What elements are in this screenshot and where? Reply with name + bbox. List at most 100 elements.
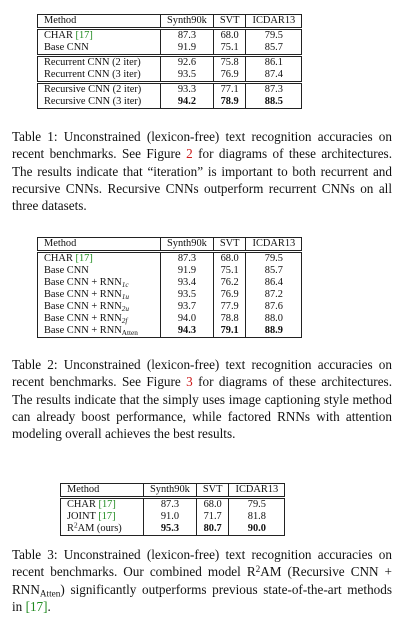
icdar13-cell: 85.7 — [245, 42, 303, 56]
method-text: R — [67, 523, 74, 534]
table-2: Method Synth90k SVT ICDAR13 CHAR [17] 87… — [37, 237, 303, 338]
method-text: Base CNN + RNN — [44, 289, 122, 300]
method-cell: Base CNN + RNNAtten — [37, 325, 161, 338]
caption-text: . — [47, 598, 51, 614]
citation-link[interactable]: [17] — [75, 253, 93, 264]
synth90k-cell: 94.2 — [160, 96, 214, 109]
method-subscript: 1u — [121, 292, 129, 301]
method-text: Base CNN + RNN — [44, 325, 122, 336]
table-row: Recursive CNN (2 iter) 93.3 77.1 87.3 — [37, 81, 303, 96]
synth90k-cell: 91.9 — [160, 265, 214, 277]
col-header-icdar13: ICDAR13 — [245, 14, 303, 29]
table-header-row: Method Synth90k SVT ICDAR13 — [37, 14, 303, 29]
icdar13-cell: 85.7 — [245, 265, 303, 277]
method-subscript: 2f — [121, 316, 128, 325]
caption-superscript: 2 — [255, 564, 261, 575]
synth90k-cell: 93.5 — [160, 289, 214, 301]
synth90k-cell: 94.3 — [160, 325, 214, 338]
method-cell: JOINT [17] — [60, 511, 144, 523]
table-2-caption: Table 2: Unconstrained (lexicon-free) te… — [12, 356, 392, 442]
table-row: CHAR [17] 87.3 68.0 79.5 — [60, 496, 286, 511]
caption-text: for diagrams of these architectures. The… — [12, 374, 392, 442]
table-row: Base CNN 91.9 75.1 85.7 — [37, 42, 303, 56]
table-row: CHAR [17] 87.3 68.0 79.5 — [37, 27, 303, 42]
col-header-icdar13: ICDAR13 — [228, 483, 286, 498]
synth90k-cell: 93.3 — [160, 81, 214, 96]
svt-cell: 78.9 — [212, 96, 246, 109]
figure-link[interactable]: 2 — [186, 146, 193, 162]
table-row: Base CNN + RNN1c 93.4 76.2 86.4 — [37, 277, 303, 289]
synth90k-cell: 87.3 — [143, 496, 197, 511]
table-row: Base CNN + RNN2u 93.7 77.9 87.6 — [37, 301, 303, 313]
icdar13-cell: 87.3 — [245, 81, 303, 96]
table-row: Base CNN + RNNAtten 94.3 79.1 88.9 — [37, 325, 303, 338]
col-header-synth90k: Synth90k — [143, 483, 197, 498]
col-header-svt: SVT — [212, 237, 246, 252]
table-row: Base CNN + RNN1u 93.5 76.9 87.2 — [37, 289, 303, 301]
synth90k-cell: 93.5 — [160, 69, 214, 83]
col-header-svt: SVT — [212, 14, 246, 29]
table-3-caption: Table 3: Unconstrained (lexicon-free) te… — [12, 546, 392, 615]
figure-link[interactable]: 3 — [186, 374, 193, 390]
col-header-method: Method — [37, 14, 161, 29]
method-cell: Recurrent CNN (3 iter) — [37, 69, 161, 83]
method-cell: Recursive CNN (2 iter) — [37, 81, 161, 96]
synth90k-cell: 93.4 — [160, 277, 214, 289]
svt-cell: 77.9 — [212, 301, 246, 313]
svt-cell: 76.9 — [212, 69, 246, 83]
synth90k-cell: 87.3 — [160, 27, 214, 42]
caption-text: Table 2: Unconstrained (lexicon-free) te… — [12, 357, 392, 390]
method-text: CHAR — [67, 499, 96, 510]
method-text: CHAR — [44, 30, 73, 41]
method-cell: Base CNN + RNN1u — [37, 289, 161, 301]
icdar13-cell: 87.4 — [245, 69, 303, 83]
icdar13-cell: 88.9 — [245, 325, 303, 338]
col-header-svt: SVT — [195, 483, 229, 498]
method-subscript: 2u — [121, 304, 129, 313]
svt-cell: 68.0 — [195, 496, 229, 511]
citation-link[interactable]: [17] — [98, 511, 116, 522]
method-cell: Base CNN + RNN2f — [37, 313, 161, 325]
icdar13-cell: 90.0 — [228, 523, 286, 536]
svt-cell: 75.1 — [212, 265, 246, 277]
method-cell: CHAR [17] — [37, 250, 161, 265]
synth90k-cell: 87.3 — [160, 250, 214, 265]
table-row: Recursive CNN (3 iter) 94.2 78.9 88.5 — [37, 96, 303, 109]
svt-cell: 77.1 — [212, 81, 246, 96]
method-subscript: 1c — [121, 280, 129, 289]
synth90k-cell: 93.7 — [160, 301, 214, 313]
citation-link[interactable]: [17] — [98, 499, 116, 510]
table-row: Base CNN 91.9 75.1 85.7 — [37, 265, 303, 277]
caption-text: AM (Recursive CNN + RNN — [12, 564, 392, 597]
table-row: R2AM (ours) 95.3 80.7 90.0 — [60, 521, 286, 536]
svt-cell: 71.7 — [195, 511, 229, 523]
method-text: Base CNN + RNN — [44, 313, 122, 324]
svt-cell: 68.0 — [212, 27, 246, 42]
synth90k-cell: 92.6 — [160, 54, 214, 69]
table-row: JOINT [17] 91.0 71.7 81.8 — [60, 511, 286, 523]
icdar13-cell: 86.4 — [245, 277, 303, 289]
col-header-synth90k: Synth90k — [160, 14, 214, 29]
method-text: AM (ours) — [77, 523, 122, 534]
table-row: Recurrent CNN (3 iter) 93.5 76.9 87.4 — [37, 69, 303, 83]
method-text: JOINT — [67, 511, 96, 522]
citation-link[interactable]: [17] — [75, 30, 93, 41]
synth90k-cell: 91.0 — [143, 511, 197, 523]
caption-text: ) significantly outperforms previous sta… — [12, 581, 392, 614]
icdar13-cell: 88.5 — [245, 96, 303, 109]
table-row: Base CNN + RNN2f 94.0 78.8 88.0 — [37, 313, 303, 325]
citation-link[interactable]: [17] — [25, 598, 48, 614]
method-cell: Base CNN — [37, 265, 161, 277]
col-header-synth90k: Synth90k — [160, 237, 214, 252]
caption-text: Table 3: Unconstrained (lexicon-free) te… — [12, 547, 392, 580]
icdar13-cell: 79.5 — [245, 27, 303, 42]
col-header-method: Method — [60, 483, 144, 498]
svt-cell: 75.1 — [212, 42, 246, 56]
caption-text: for diagrams of these architectures. The… — [12, 146, 392, 214]
method-cell: Recursive CNN (3 iter) — [37, 96, 161, 109]
method-text: CHAR — [44, 253, 73, 264]
svt-cell: 68.0 — [212, 250, 246, 265]
synth90k-cell: 94.0 — [160, 313, 214, 325]
method-superscript: 2 — [73, 521, 78, 530]
caption-text: Table 1: Unconstrained (lexicon-free) te… — [12, 129, 392, 162]
